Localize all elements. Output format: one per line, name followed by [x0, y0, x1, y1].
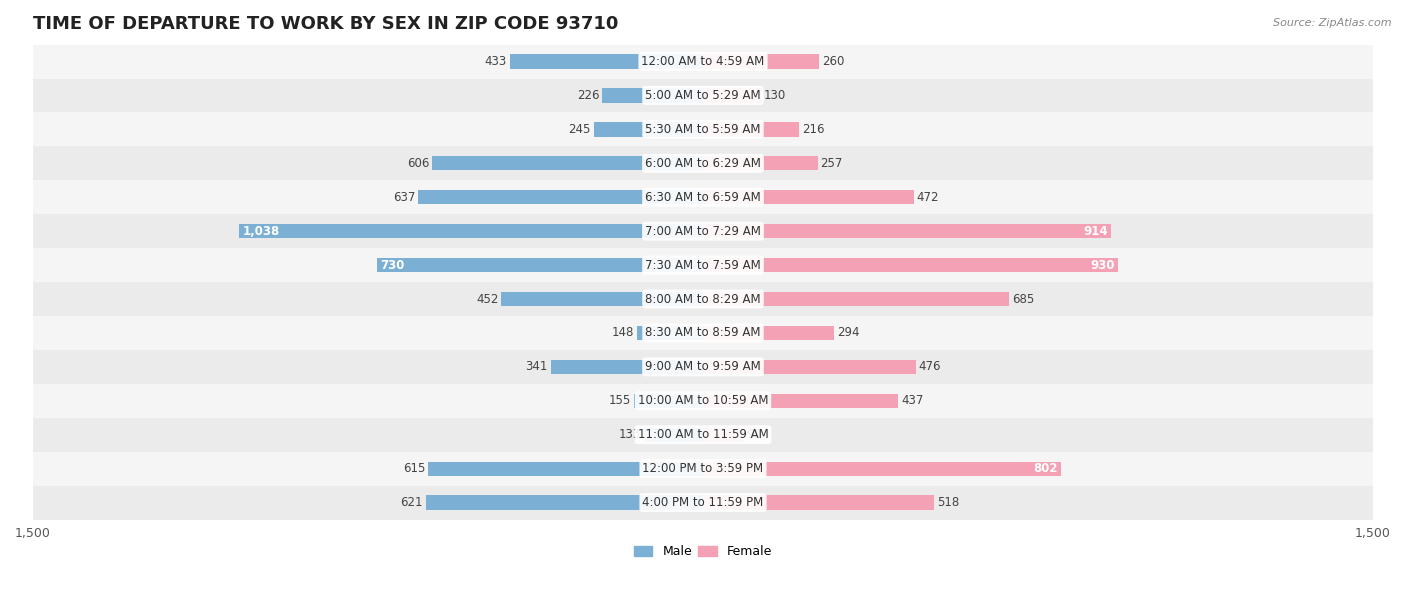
- Legend: Male, Female: Male, Female: [634, 545, 772, 558]
- Bar: [419, 190, 703, 204]
- Text: 615: 615: [404, 462, 426, 475]
- Bar: [239, 224, 703, 238]
- Bar: [703, 496, 935, 510]
- Bar: [32, 112, 1374, 146]
- Text: 730: 730: [381, 259, 405, 271]
- Bar: [429, 462, 703, 476]
- Text: 12:00 PM to 3:59 PM: 12:00 PM to 3:59 PM: [643, 462, 763, 475]
- Bar: [703, 462, 1062, 476]
- Text: 257: 257: [821, 157, 842, 170]
- Bar: [703, 428, 744, 442]
- Text: 341: 341: [526, 361, 548, 374]
- Text: 452: 452: [477, 293, 498, 305]
- Text: 433: 433: [485, 55, 508, 68]
- Text: 476: 476: [918, 361, 941, 374]
- Text: 6:00 AM to 6:29 AM: 6:00 AM to 6:29 AM: [645, 157, 761, 170]
- Text: 5:30 AM to 5:59 AM: 5:30 AM to 5:59 AM: [645, 123, 761, 136]
- Text: 7:30 AM to 7:59 AM: 7:30 AM to 7:59 AM: [645, 259, 761, 271]
- Text: TIME OF DEPARTURE TO WORK BY SEX IN ZIP CODE 93710: TIME OF DEPARTURE TO WORK BY SEX IN ZIP …: [32, 15, 619, 33]
- Bar: [634, 394, 703, 408]
- Bar: [551, 360, 703, 374]
- Bar: [703, 156, 818, 170]
- Bar: [602, 88, 703, 102]
- Text: 472: 472: [917, 191, 939, 203]
- Text: Source: ZipAtlas.com: Source: ZipAtlas.com: [1274, 18, 1392, 28]
- Bar: [703, 258, 1118, 273]
- Text: 133: 133: [619, 428, 641, 441]
- Text: 226: 226: [576, 89, 599, 102]
- Text: 90: 90: [747, 428, 761, 441]
- Text: 5:00 AM to 5:29 AM: 5:00 AM to 5:29 AM: [645, 89, 761, 102]
- Bar: [32, 316, 1374, 350]
- Bar: [703, 292, 1010, 306]
- Text: 914: 914: [1083, 225, 1108, 237]
- Bar: [32, 350, 1374, 384]
- Bar: [703, 394, 898, 408]
- Bar: [703, 54, 820, 68]
- Bar: [432, 156, 703, 170]
- Text: 685: 685: [1012, 293, 1033, 305]
- Text: 518: 518: [936, 496, 959, 509]
- Text: 7:00 AM to 7:29 AM: 7:00 AM to 7:29 AM: [645, 225, 761, 237]
- Text: 260: 260: [823, 55, 844, 68]
- Bar: [644, 428, 703, 442]
- Bar: [32, 486, 1374, 519]
- Bar: [703, 88, 761, 102]
- Text: 148: 148: [612, 327, 634, 339]
- Text: 10:00 AM to 10:59 AM: 10:00 AM to 10:59 AM: [638, 394, 768, 408]
- Text: 9:00 AM to 9:59 AM: 9:00 AM to 9:59 AM: [645, 361, 761, 374]
- Text: 437: 437: [901, 394, 924, 408]
- Text: 155: 155: [609, 394, 631, 408]
- Text: 6:30 AM to 6:59 AM: 6:30 AM to 6:59 AM: [645, 191, 761, 203]
- Bar: [32, 146, 1374, 180]
- Bar: [32, 248, 1374, 282]
- Bar: [703, 326, 834, 340]
- Bar: [509, 54, 703, 68]
- Text: 637: 637: [394, 191, 416, 203]
- Text: 12:00 AM to 4:59 AM: 12:00 AM to 4:59 AM: [641, 55, 765, 68]
- Bar: [32, 180, 1374, 214]
- Text: 8:00 AM to 8:29 AM: 8:00 AM to 8:29 AM: [645, 293, 761, 305]
- Bar: [32, 282, 1374, 316]
- Text: 8:30 AM to 8:59 AM: 8:30 AM to 8:59 AM: [645, 327, 761, 339]
- Text: 606: 606: [408, 157, 430, 170]
- Text: 4:00 PM to 11:59 PM: 4:00 PM to 11:59 PM: [643, 496, 763, 509]
- Text: 11:00 AM to 11:59 AM: 11:00 AM to 11:59 AM: [638, 428, 768, 441]
- Text: 1,038: 1,038: [243, 225, 280, 237]
- Text: 130: 130: [763, 89, 786, 102]
- Bar: [703, 360, 915, 374]
- Bar: [377, 258, 703, 273]
- Bar: [32, 384, 1374, 418]
- Text: 216: 216: [803, 123, 825, 136]
- Bar: [703, 122, 800, 136]
- Text: 930: 930: [1091, 259, 1115, 271]
- Bar: [703, 190, 914, 204]
- Bar: [426, 496, 703, 510]
- Bar: [637, 326, 703, 340]
- Text: 245: 245: [568, 123, 591, 136]
- Bar: [32, 79, 1374, 112]
- Bar: [703, 224, 1111, 238]
- Text: 802: 802: [1033, 462, 1057, 475]
- Text: 621: 621: [401, 496, 423, 509]
- Bar: [32, 418, 1374, 452]
- Bar: [32, 45, 1374, 79]
- Bar: [501, 292, 703, 306]
- Bar: [32, 214, 1374, 248]
- Text: 294: 294: [837, 327, 859, 339]
- Bar: [32, 452, 1374, 486]
- Bar: [593, 122, 703, 136]
